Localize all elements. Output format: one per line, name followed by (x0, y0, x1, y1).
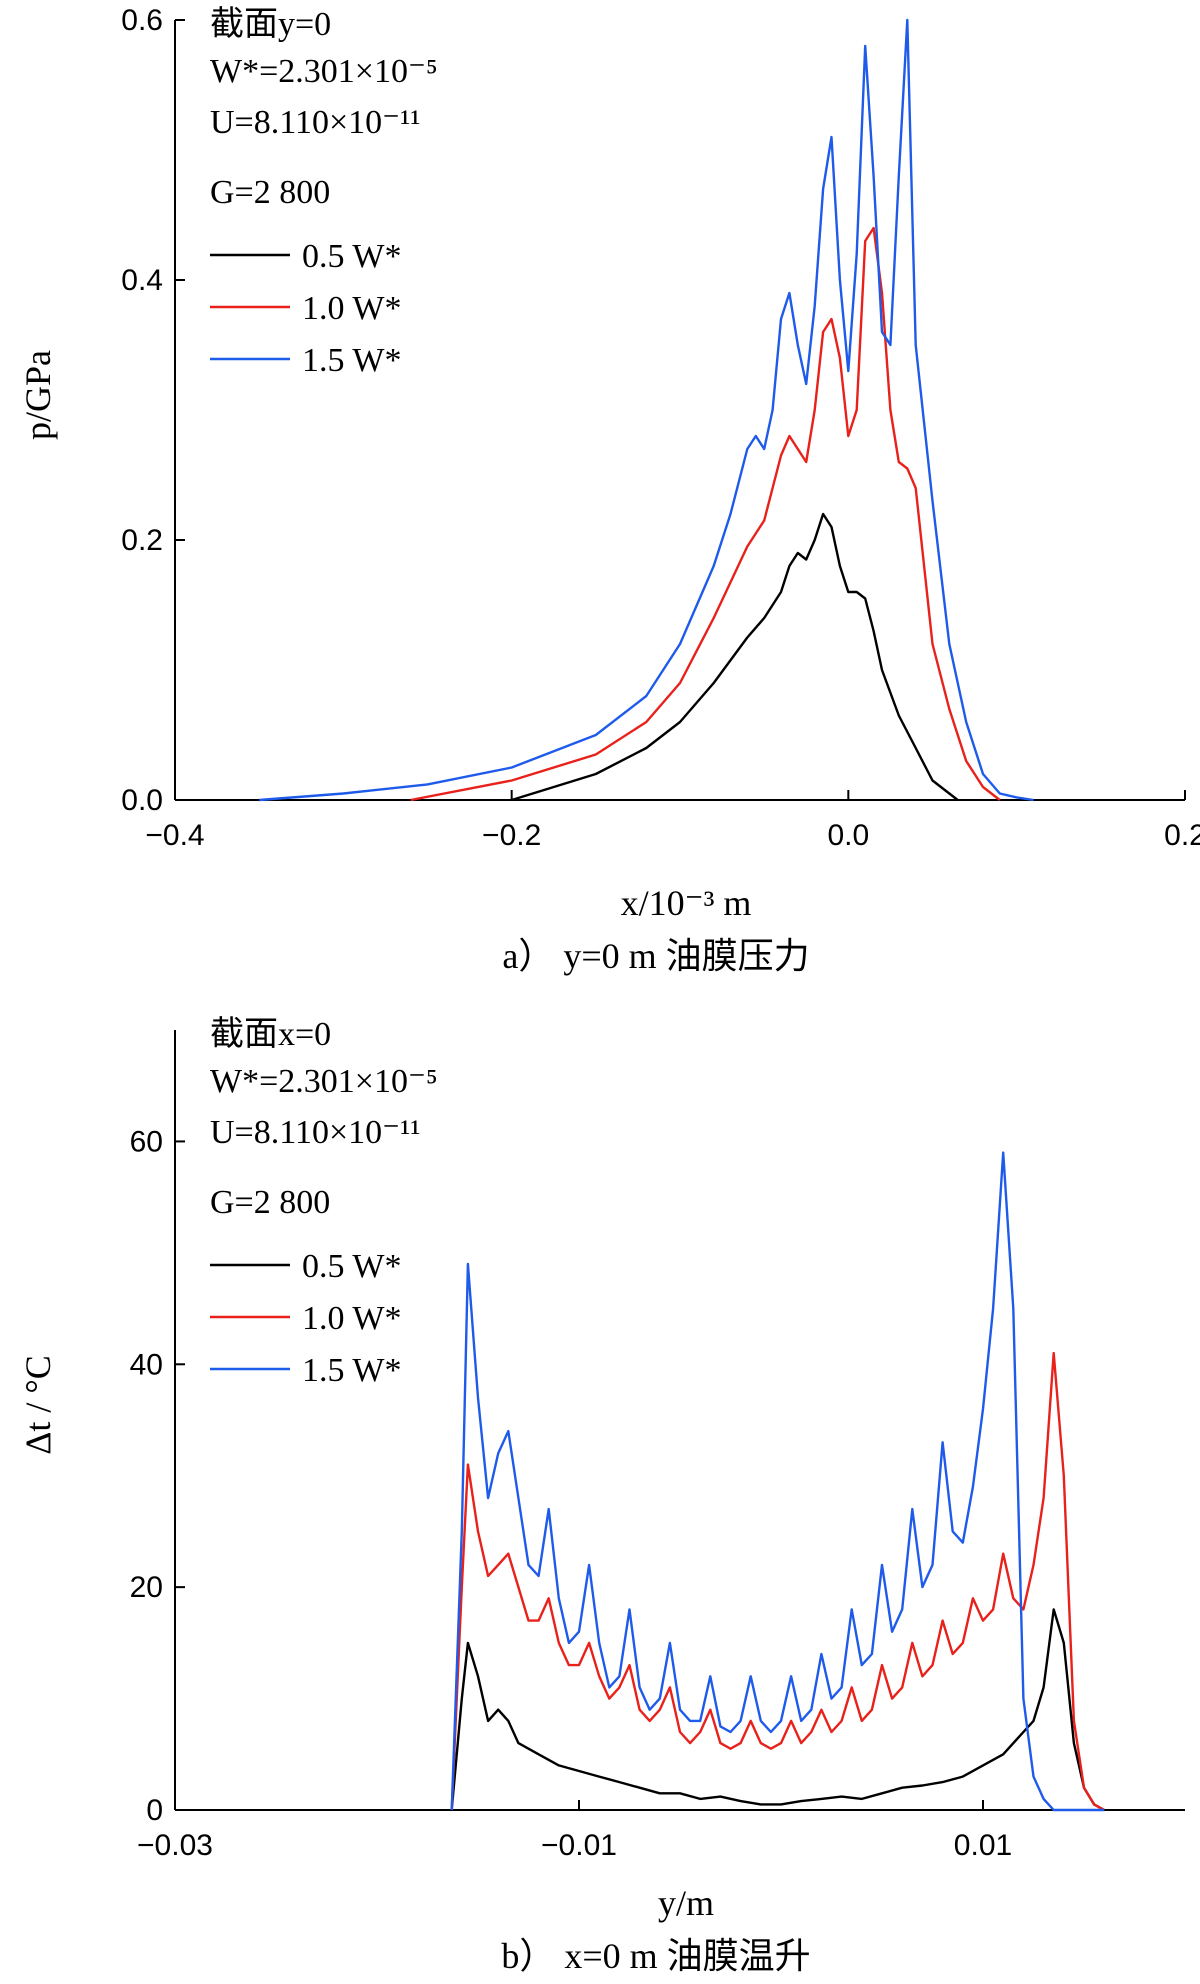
series-line-1 (450, 1608, 1105, 1812)
x-tick-label: −0.01 (541, 1829, 617, 1862)
info-line: G=2 800 (210, 1184, 330, 1221)
legend-label: 1.0 W* (302, 1300, 401, 1337)
info-line: G=2 800 (210, 174, 330, 211)
caption-b: b） x=0 m 油膜温升 (501, 1936, 810, 1976)
y-tick-label: 0.2 (121, 524, 163, 557)
series-line-1 (511, 512, 959, 802)
legend-label: 1.0 W* (302, 290, 401, 327)
y-tick-label: 20 (130, 1571, 163, 1604)
info-line: W*=2.301×10⁻⁵ (210, 1063, 438, 1100)
ticks-a: −0.4 −0.2 0.0 0.2 0.0 0.2 0.4 0.6 (121, 4, 1200, 852)
y-tick-label: 0 (146, 1794, 163, 1827)
info-line: W*=2.301×10⁻⁵ (210, 53, 438, 90)
legend-label: 0.5 W* (302, 238, 401, 275)
x-tick-label: 0.01 (954, 1829, 1012, 1862)
series-line-3 (450, 1151, 1105, 1812)
series-group-b (450, 1151, 1105, 1812)
series-line-2 (450, 1351, 1105, 1812)
caption-a: a） y=0 m 油膜压力 (502, 936, 809, 976)
y-tick-label: 60 (130, 1125, 163, 1158)
y-tick-label: 40 (130, 1348, 163, 1381)
legend-a: 0.5 W* 1.0 W* 1.5 W* (210, 238, 401, 379)
x-tick-label: 0.0 (827, 819, 869, 852)
legend-b: 0.5 W* 1.0 W* 1.5 W* (210, 1248, 401, 1389)
info-block-a: 截面y=0 W*=2.301×10⁻⁵ U=8.110×10⁻¹¹ G=2 80… (210, 5, 438, 211)
x-axis-label-a: x/10⁻³ m (621, 883, 752, 923)
info-line: 截面y=0 (210, 5, 331, 43)
axes-a (174, 20, 1185, 801)
legend-label: 0.5 W* (302, 1248, 401, 1285)
y-tick-label: 0.6 (121, 4, 163, 37)
y-axis-label-a: p/GPa (18, 350, 58, 440)
x-tick-label: 0.2 (1164, 819, 1200, 852)
info-line: U=8.110×10⁻¹¹ (210, 104, 420, 141)
series-group-a (259, 18, 1034, 802)
info-block-b: 截面x=0 W*=2.301×10⁻⁵ U=8.110×10⁻¹¹ G=2 80… (210, 1015, 438, 1221)
y-axis-label-b: Δt / °C (18, 1355, 58, 1455)
axes-b (174, 1030, 1185, 1811)
x-tick-label: −0.2 (482, 819, 541, 852)
chart-panel-b: −0.03 −0.01 0.01 0 20 40 60 Δt / °C y/m b） x=0… (18, 1015, 1185, 1976)
x-tick-label: −0.03 (137, 1829, 213, 1862)
y-tick-label: 0.4 (121, 264, 163, 297)
series-line-2 (410, 226, 1001, 802)
legend-label: 1.5 W* (302, 1352, 401, 1389)
info-line: 截面x=0 (210, 1015, 331, 1053)
legend-label: 1.5 W* (302, 342, 401, 379)
series-line-3 (259, 18, 1034, 802)
x-axis-label-b: y/m (658, 1883, 714, 1923)
ticks-b: −0.03 −0.01 0.01 0 20 40 60 (130, 1125, 1013, 1862)
x-tick-label: −0.4 (145, 819, 204, 852)
y-tick-label: 0.0 (121, 784, 163, 817)
chart-panel-a: −0.4 −0.2 0.0 0.2 0.0 0.2 0.4 0.6 p/GPa x/10⁻³ … (18, 4, 1200, 976)
info-line: U=8.110×10⁻¹¹ (210, 1114, 420, 1151)
